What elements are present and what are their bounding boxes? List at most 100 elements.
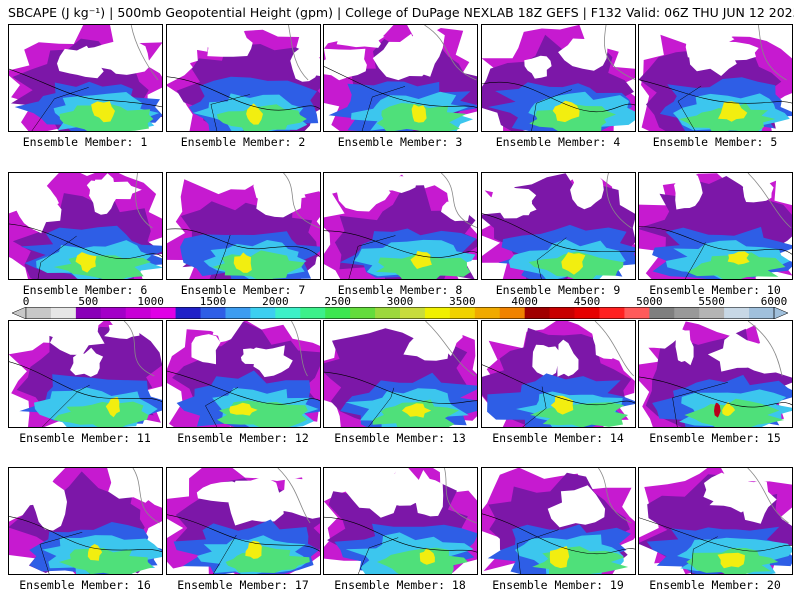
cape-field-high	[87, 544, 103, 561]
colorbar-segment	[75, 307, 102, 319]
political-border	[324, 66, 477, 108]
sbcape-shading	[9, 468, 162, 574]
no-cape-area	[410, 470, 444, 517]
coastline	[424, 25, 477, 81]
coastline	[747, 468, 789, 524]
colorbar-tick-label: 6000	[760, 295, 788, 308]
colorbar-tick-label: 2500	[324, 295, 351, 308]
ensemble-member-label: Ensemble Member: 7	[180, 283, 306, 297]
political-border	[677, 85, 702, 131]
no-cape-area	[336, 32, 385, 48]
no-cape-area	[196, 25, 253, 57]
political-border	[531, 89, 572, 131]
political-border	[639, 79, 792, 104]
ensemble-member-map-3	[323, 24, 478, 132]
political-border	[482, 513, 635, 555]
no-cape-area	[674, 173, 703, 210]
ensemble-member-map-15	[638, 320, 793, 428]
sbcape-shading	[482, 173, 635, 279]
ensemble-member-label: Ensemble Member: 4	[495, 135, 621, 149]
no-cape-area	[703, 472, 755, 507]
political-border	[167, 228, 320, 258]
political-border	[41, 384, 90, 427]
ensemble-member-map-16	[8, 467, 163, 575]
cape-field-high	[411, 104, 427, 123]
colorbar-segment	[524, 307, 550, 319]
coastline	[606, 173, 632, 229]
political-border	[361, 86, 406, 131]
coastline	[598, 468, 632, 524]
ensemble-member-map-10	[638, 172, 793, 280]
colorbar-tick-label: 1500	[199, 295, 227, 308]
sbcape-shading	[9, 173, 162, 279]
cape-field-high	[727, 251, 750, 265]
political-border	[639, 226, 792, 255]
ensemble-member-map-9	[481, 172, 636, 280]
ensemble-member-map-20	[638, 467, 793, 575]
ensemble-member-label: Ensemble Member: 5	[652, 135, 778, 149]
ensemble-member-map-11	[8, 320, 163, 428]
sbcape-shading	[167, 321, 320, 427]
colorbar-segment	[624, 307, 650, 319]
colorbar-segment	[375, 307, 401, 319]
sbcape-shading	[639, 173, 792, 279]
coastline	[123, 321, 155, 377]
political-border	[213, 534, 237, 574]
no-cape-area	[211, 321, 232, 343]
cape-field-high	[419, 547, 435, 565]
no-cape-area	[593, 321, 626, 360]
no-cape-area	[196, 481, 251, 503]
cape-field-high	[718, 101, 748, 122]
political-border	[205, 387, 239, 427]
colorbar-segment	[325, 307, 351, 319]
ensemble-member-label: Ensemble Member: 14	[492, 431, 624, 445]
colorbar-segment	[200, 307, 226, 319]
no-cape-area	[270, 476, 320, 519]
colorbar-segment	[26, 307, 52, 319]
sbcape-shading	[324, 25, 477, 131]
colorbar-outline	[25, 307, 775, 319]
no-cape-area	[253, 173, 306, 215]
coastline	[283, 173, 320, 229]
no-cape-area	[32, 474, 67, 531]
cape-field-high	[549, 546, 570, 569]
ensemble-member-map-18	[323, 467, 478, 575]
ensemble-member-label: Ensemble Member: 20	[649, 578, 781, 592]
no-cape-area	[108, 468, 162, 503]
ensemble-member-map-19	[481, 467, 636, 575]
political-border	[690, 536, 718, 574]
colorbar-segment	[649, 307, 675, 319]
no-cape-area	[86, 180, 142, 200]
ensemble-member-map-2	[166, 24, 321, 132]
no-cape-area	[17, 184, 60, 211]
no-cape-area	[675, 329, 694, 366]
ensemble-member-label: Ensemble Member: 16	[19, 578, 151, 592]
colorbar-segment	[424, 307, 451, 319]
coastline	[135, 173, 153, 229]
no-cape-area	[742, 182, 774, 203]
colorbar-segment	[599, 307, 625, 319]
no-cape-area	[571, 173, 597, 199]
cape-field-green	[529, 402, 629, 427]
political-border	[324, 371, 477, 404]
ensemble-member-map-5	[638, 24, 793, 132]
political-border	[31, 87, 89, 131]
colorbar-segment	[674, 307, 700, 319]
coastline	[757, 25, 787, 81]
colorbar-segment	[175, 307, 201, 319]
political-border	[39, 532, 83, 574]
cape-field-green	[684, 398, 785, 427]
political-border	[214, 234, 231, 279]
colorbar-segment	[350, 307, 376, 319]
colorbar-segment	[400, 307, 426, 319]
colorbar-tick-label: 5500	[698, 295, 725, 308]
colorbar-segment	[225, 307, 251, 319]
cape-field-high	[410, 250, 432, 269]
ensemble-member-label: Ensemble Member: 15	[649, 431, 781, 445]
colorbar-segment	[275, 307, 301, 319]
ensemble-member-map-4	[481, 24, 636, 132]
ensemble-member-label: Ensemble Member: 1	[22, 135, 148, 149]
no-cape-area	[524, 55, 552, 79]
cape-field-high	[401, 403, 432, 418]
no-cape-area	[547, 485, 606, 528]
